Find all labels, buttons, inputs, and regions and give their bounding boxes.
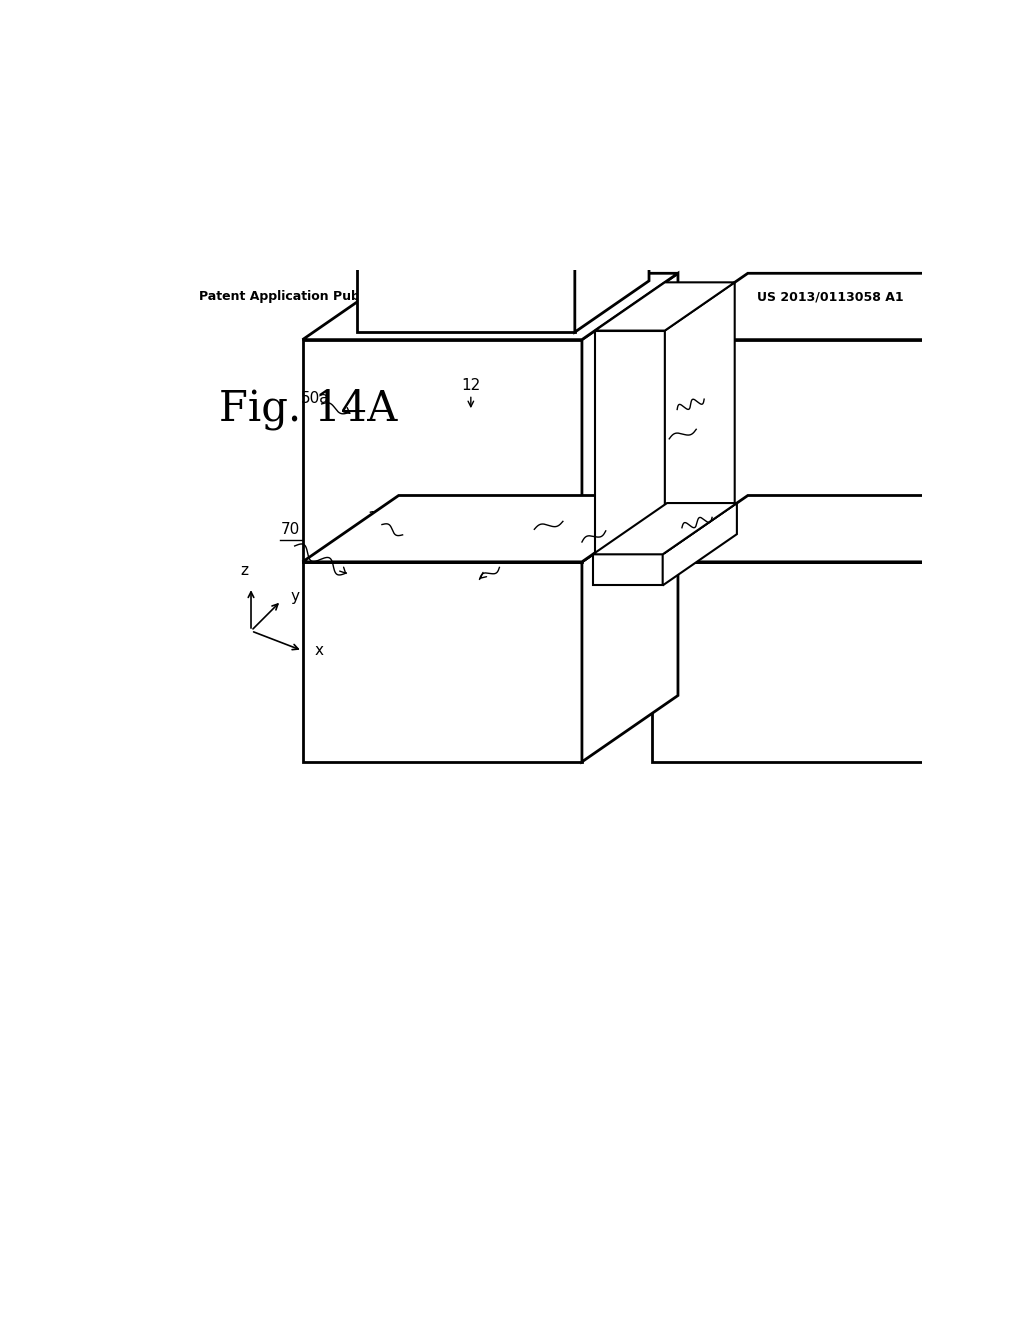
Text: 40: 40: [498, 550, 517, 565]
Text: Fig. 14A: Fig. 14A: [219, 388, 397, 430]
Text: x: x: [314, 643, 324, 659]
Text: 70: 70: [281, 523, 300, 537]
Polygon shape: [652, 273, 1024, 339]
Polygon shape: [303, 495, 678, 562]
Text: y: y: [291, 589, 300, 605]
Polygon shape: [593, 503, 737, 554]
Text: 11a: 11a: [368, 511, 396, 527]
Polygon shape: [582, 495, 678, 762]
Text: 50b: 50b: [693, 416, 722, 432]
Text: 10: 10: [714, 504, 733, 519]
Text: z: z: [241, 562, 249, 578]
Polygon shape: [665, 282, 734, 553]
Text: May 9, 2013   Sheet 17 of 23: May 9, 2013 Sheet 17 of 23: [369, 290, 570, 304]
Text: US 2013/0113058 A1: US 2013/0113058 A1: [757, 290, 903, 304]
Text: 50: 50: [706, 385, 725, 400]
Text: 12: 12: [461, 378, 480, 393]
Polygon shape: [357, 58, 649, 110]
Polygon shape: [593, 554, 663, 585]
Polygon shape: [303, 273, 678, 339]
Polygon shape: [931, 495, 1024, 762]
Polygon shape: [931, 273, 1024, 562]
Polygon shape: [595, 330, 665, 553]
Polygon shape: [582, 273, 678, 562]
Polygon shape: [652, 562, 931, 762]
Text: Patent Application Publication: Patent Application Publication: [200, 290, 412, 304]
Text: 30: 30: [563, 508, 583, 523]
Polygon shape: [652, 495, 1024, 562]
Polygon shape: [303, 562, 582, 762]
Polygon shape: [574, 58, 649, 333]
Polygon shape: [652, 339, 931, 562]
Text: 50a: 50a: [301, 391, 330, 405]
Polygon shape: [303, 339, 582, 562]
Polygon shape: [595, 282, 734, 330]
Text: 11b: 11b: [588, 517, 617, 533]
Polygon shape: [663, 503, 737, 585]
Polygon shape: [357, 110, 574, 333]
